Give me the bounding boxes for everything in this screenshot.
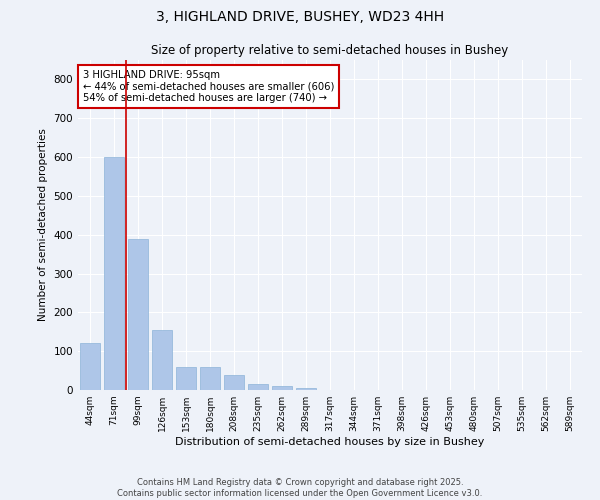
Text: 3, HIGHLAND DRIVE, BUSHEY, WD23 4HH: 3, HIGHLAND DRIVE, BUSHEY, WD23 4HH [156, 10, 444, 24]
Text: Contains HM Land Registry data © Crown copyright and database right 2025.
Contai: Contains HM Land Registry data © Crown c… [118, 478, 482, 498]
Bar [104, 157, 124, 390]
Y-axis label: Number of semi-detached properties: Number of semi-detached properties [38, 128, 48, 322]
Bar [200, 366, 220, 390]
Bar [80, 344, 100, 390]
X-axis label: Distribution of semi-detached houses by size in Bushey: Distribution of semi-detached houses by … [175, 437, 485, 447]
Title: Size of property relative to semi-detached houses in Bushey: Size of property relative to semi-detach… [151, 44, 509, 58]
Bar [128, 238, 148, 390]
Bar [248, 384, 268, 390]
Bar [296, 388, 316, 390]
Bar [272, 386, 292, 390]
Text: 3 HIGHLAND DRIVE: 95sqm
← 44% of semi-detached houses are smaller (606)
54% of s: 3 HIGHLAND DRIVE: 95sqm ← 44% of semi-de… [83, 70, 334, 103]
Bar [224, 375, 244, 390]
Bar [176, 366, 196, 390]
Bar [152, 330, 172, 390]
